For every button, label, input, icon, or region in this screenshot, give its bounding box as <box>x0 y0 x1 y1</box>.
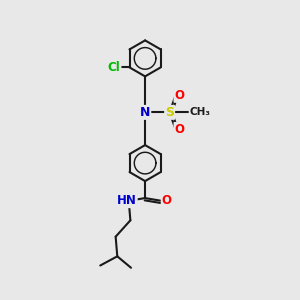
Text: Cl: Cl <box>108 61 121 74</box>
Text: O: O <box>162 194 172 207</box>
Text: O: O <box>174 123 184 136</box>
Text: HN: HN <box>117 194 137 207</box>
Text: S: S <box>165 106 174 119</box>
Text: CH₃: CH₃ <box>190 107 211 117</box>
Text: O: O <box>174 89 184 102</box>
Text: N: N <box>140 106 150 119</box>
